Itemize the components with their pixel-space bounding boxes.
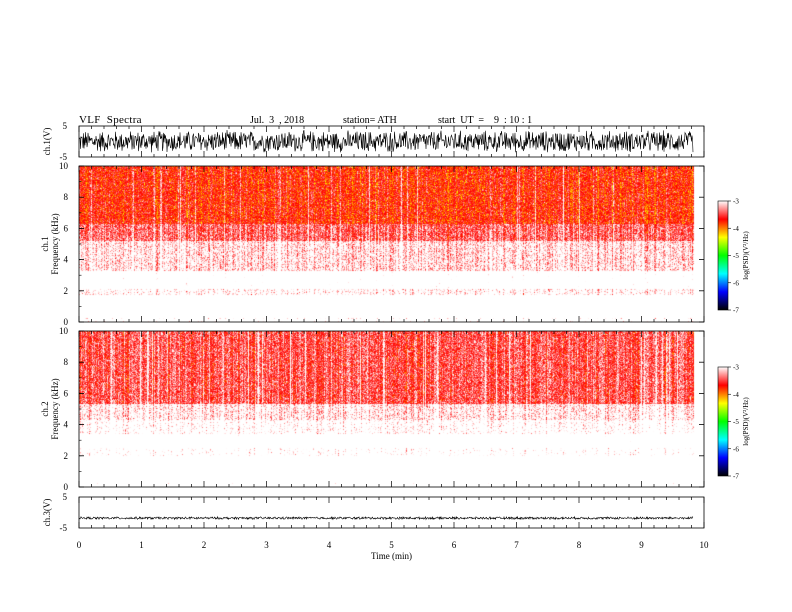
x-tick-label: 7 [514,540,519,550]
y-tick-label: -5 [60,523,68,533]
colorbar-1: -3 -4 -5 -6 -7 log(PSD)(V²/Hz) [717,198,750,315]
y-tick-label: 2 [64,451,69,461]
start-time-label: start UT = 9 : 10 : 1 [438,115,533,126]
x-tick-label: 4 [327,540,332,550]
colorbar-2: -3 -4 -5 -6 -7 log(PSD)(V²/Hz) [717,364,750,481]
y-tick-label: 5 [63,121,68,131]
colorbar-tick-label: -6 [733,279,739,287]
y-tick-label: 2 [64,286,69,296]
colorbar-gradient [717,200,729,311]
y-tick-label: 10 [59,161,69,171]
y-axis-label-channel: ch.1 [40,236,50,251]
y-axis-label-frequency: Frequency (kHz) [50,213,60,274]
colorbar-tick-label: -3 [733,198,739,206]
y-tick-label: 8 [64,357,69,367]
colorbar-tick-label: -5 [733,418,739,426]
y-tick-label: 5 [63,492,68,502]
y-tick-label: 0 [64,482,69,492]
x-tick-label: 2 [202,540,207,550]
y-tick-label: 6 [64,223,69,233]
x-axis-label: Time (min) [371,551,412,561]
x-axis: 0 1 2 3 4 5 6 7 8 9 10 Time (min) [77,540,709,561]
colorbar-tick-label: -5 [733,252,739,260]
x-tick-label: 1 [139,540,144,550]
x-tick-label: 6 [452,540,457,550]
x-tick-label: 0 [77,540,82,550]
y-tick-label: 8 [64,192,69,202]
colorbar-tick-label: -4 [733,391,739,399]
y-tick-label: -5 [60,152,68,162]
y-axis-label: ch.3(V) [42,499,52,527]
colorbar-gradient [717,366,729,477]
x-tick-label: 10 [700,540,710,550]
x-tick-label: 8 [577,540,582,550]
waveform-line [78,129,694,153]
spectrogram-panel-2: 0 2 4 6 8 10 ch.1 Frequency (kHz) [40,161,705,327]
y-tick-label: 10 [59,326,69,336]
spectrogram-image [79,331,704,487]
colorbar-tick-label: -7 [733,473,739,481]
colorbar-label: log(PSD)(V²/Hz) [742,231,750,280]
y-axis-label-frequency: Frequency (kHz) [50,378,60,439]
waveform-panel-4: 5 -5 ch.3(V) [42,492,705,533]
x-tick-label: 5 [389,540,394,550]
y-axis-label-channel: ch.2 [40,401,50,416]
y-tick-label: 4 [64,255,69,265]
spectrogram-image [79,166,704,322]
colorbar-tick-label: -6 [733,445,739,453]
chart-title: VLF Spectra [79,114,142,126]
waveform-line [78,515,694,521]
y-axis-label: ch.1(V) [42,128,52,156]
y-tick-label: 4 [64,420,69,430]
y-tick-label: 6 [64,388,69,398]
spectrogram-panel-3: 0 2 4 6 8 10 ch.2 Frequency (kHz) [40,326,705,492]
colorbar-tick-label: -7 [733,307,739,315]
colorbar-label: log(PSD)(V²/Hz) [742,397,750,446]
colorbar-tick-label: -4 [733,225,739,233]
date-label: Jul. 3 , 2018 [250,115,305,126]
waveform-panel-1: 5 -5 ch.1(V) [42,121,705,162]
x-tick-label: 9 [639,540,644,550]
y-tick-label: 0 [64,317,69,327]
station-label: station= ATH [343,115,397,126]
x-tick-label: 3 [264,540,269,550]
colorbar-tick-label: -3 [733,364,739,372]
